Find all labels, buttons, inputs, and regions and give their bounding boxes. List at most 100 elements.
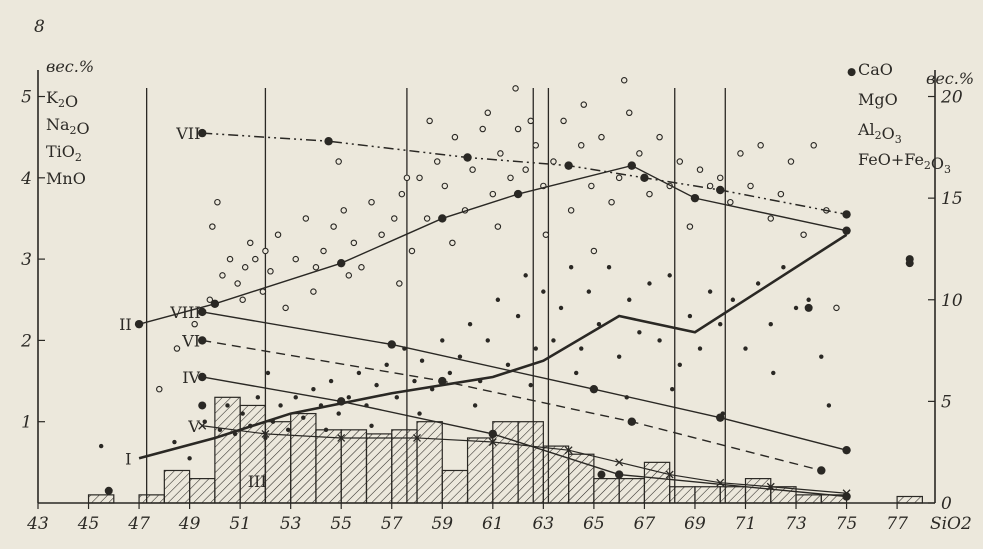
left-tick-label: 1: [21, 413, 32, 433]
filled-point: [187, 456, 192, 461]
open-point: [469, 166, 476, 173]
filled-point: [596, 321, 602, 327]
open-point: [567, 207, 575, 214]
left-tick-label: 3: [21, 250, 32, 270]
open-point: [282, 304, 289, 312]
left-legend-item: TiO2: [46, 142, 82, 164]
x-tick-label: 53: [280, 514, 302, 534]
histogram-bar: [568, 453, 595, 504]
large-point: [804, 303, 813, 312]
series-marker-VII: [463, 153, 472, 162]
histogram-label: III: [248, 472, 267, 491]
open-point: [588, 182, 595, 190]
open-point: [696, 166, 704, 173]
filled-point: [647, 281, 652, 286]
histogram-bar: [340, 429, 368, 504]
filled-point: [265, 370, 271, 376]
right-tick-label: 0: [941, 494, 952, 514]
series-marker-VIII: [198, 307, 207, 317]
open-point: [441, 182, 449, 190]
histogram-bar: [719, 486, 747, 504]
x-tick-label: 75: [836, 514, 858, 534]
open-point: [226, 255, 234, 263]
series-line-I: [138, 233, 848, 460]
histogram-bar: [163, 469, 191, 504]
open-point: [560, 117, 567, 125]
open-point: [686, 223, 694, 230]
right-legend-item: CaO: [858, 60, 893, 79]
series-label-I: I: [125, 449, 131, 468]
open-point: [747, 182, 754, 190]
x-tick-label: 63: [533, 514, 555, 534]
open-point: [727, 198, 734, 206]
open-point: [396, 280, 403, 287]
open-point: [522, 166, 529, 173]
large-point: [198, 401, 207, 410]
open-point: [239, 296, 246, 304]
filled-point: [447, 370, 453, 376]
series-marker-IV: [198, 372, 207, 382]
histogram-bar: [441, 469, 469, 504]
filled-point: [755, 281, 761, 286]
series-label-VII: VII: [175, 124, 200, 143]
histogram-bar: [214, 396, 241, 504]
series-marker-VIII: [589, 384, 599, 394]
x-tick-label: 71: [735, 514, 757, 534]
open-point: [302, 215, 310, 222]
histogram-bar: [744, 478, 772, 504]
series-marker-VI: [438, 376, 447, 386]
series-marker-VII: [640, 173, 649, 183]
filled-point: [263, 435, 268, 441]
filled-point: [574, 370, 579, 376]
filled-point: [440, 338, 445, 343]
open-point: [234, 280, 241, 287]
filled-point: [311, 386, 316, 392]
left-legend-item: K2O: [46, 88, 78, 111]
open-point: [335, 158, 342, 165]
filled-point: [677, 362, 682, 367]
x-tick-label: 51: [229, 514, 251, 534]
filled-point: [616, 354, 622, 359]
open-point: [416, 174, 423, 182]
open-point: [777, 190, 785, 198]
series-marker-VII: [842, 210, 851, 219]
series-marker-II: [438, 214, 447, 223]
histogram-bar: [795, 494, 822, 504]
histogram-bar: [896, 495, 923, 504]
axis-labels: 43 45 47 49 51 53 55 57 59 61 63 65 67 69 71 73 75 77 SiO2…: [20, 57, 974, 534]
filled-point: [606, 265, 612, 270]
large-point: [104, 486, 113, 495]
series-marker-V: [766, 482, 775, 491]
filled-point: [707, 289, 713, 294]
open-point: [590, 247, 598, 255]
histogram-bar: [391, 429, 418, 504]
x-tick-label: 67: [634, 514, 656, 534]
filled-point: [374, 382, 379, 388]
open-point: [615, 174, 623, 182]
right-legend-item: MgO: [858, 90, 898, 109]
open-point: [767, 215, 775, 222]
series-label-IV: IV: [182, 368, 200, 387]
open-point: [800, 231, 807, 238]
histogram-bar: [618, 478, 646, 504]
open-point: [423, 215, 431, 222]
right-tick-label: 10: [941, 291, 963, 311]
filled-point: [240, 411, 245, 416]
x-tick-label: 65: [583, 514, 605, 534]
open-point: [542, 231, 550, 238]
filled-point: [346, 395, 351, 400]
filled-point: [98, 443, 104, 449]
histogram-bar: [315, 429, 342, 504]
open-point: [514, 125, 522, 133]
large-point: [847, 68, 856, 77]
histogram-bar: [593, 478, 620, 504]
series-marker-VI: [627, 417, 636, 426]
histogram-bar: [466, 437, 494, 504]
open-point: [580, 101, 588, 108]
open-point: [757, 142, 764, 149]
series-marker-VII: [198, 128, 207, 138]
open-point: [241, 263, 249, 271]
filled-point: [523, 273, 528, 278]
open-point: [433, 158, 441, 165]
series-marker-VII: [324, 137, 333, 146]
